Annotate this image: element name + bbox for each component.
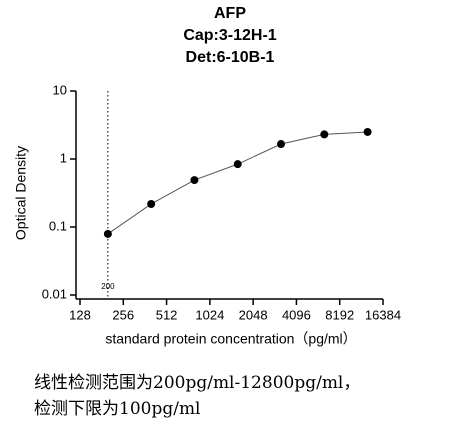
data-line [107, 131, 368, 235]
y-axis-label: Optical Density [13, 146, 29, 240]
chart-title: Cap:3-12H-1 [183, 27, 276, 44]
y-tick-label: 10 [53, 82, 67, 97]
data-point [320, 130, 329, 139]
x-tick-label: 1024 [195, 307, 224, 322]
chart: AFP Cap:3-12H-1 Det:6-10B-1 standard pro… [13, 5, 401, 347]
x-tick-label: 16384 [365, 307, 401, 322]
data-point [363, 127, 372, 136]
data-point [190, 176, 199, 185]
x-tick-label: 2048 [239, 307, 268, 322]
caption: 线性检测范围为200pg/ml-12800pg/ml， [34, 373, 361, 393]
data-point [103, 229, 112, 238]
data-point [147, 199, 156, 208]
x-tick-label: 128 [69, 307, 91, 322]
chart-title: AFP [214, 5, 246, 22]
x-tick-label: 256 [112, 307, 134, 322]
x-tick-label: 8192 [325, 307, 354, 322]
chart-title: Det:6-10B-1 [186, 49, 275, 66]
x-tick-label: 4096 [282, 307, 311, 322]
data-point [233, 160, 242, 169]
reference-label: 200 [101, 282, 115, 291]
x-axis-label: standard protein concentration（pg/ml） [105, 331, 356, 347]
data-point [277, 140, 286, 149]
caption: 检测下限为100pg/ml [34, 399, 201, 419]
y-tick-label: 0.1 [49, 218, 67, 233]
y-tick-label: 1 [60, 150, 67, 165]
y-tick-label: 0.01 [42, 286, 67, 301]
x-tick-label: 512 [156, 307, 178, 322]
